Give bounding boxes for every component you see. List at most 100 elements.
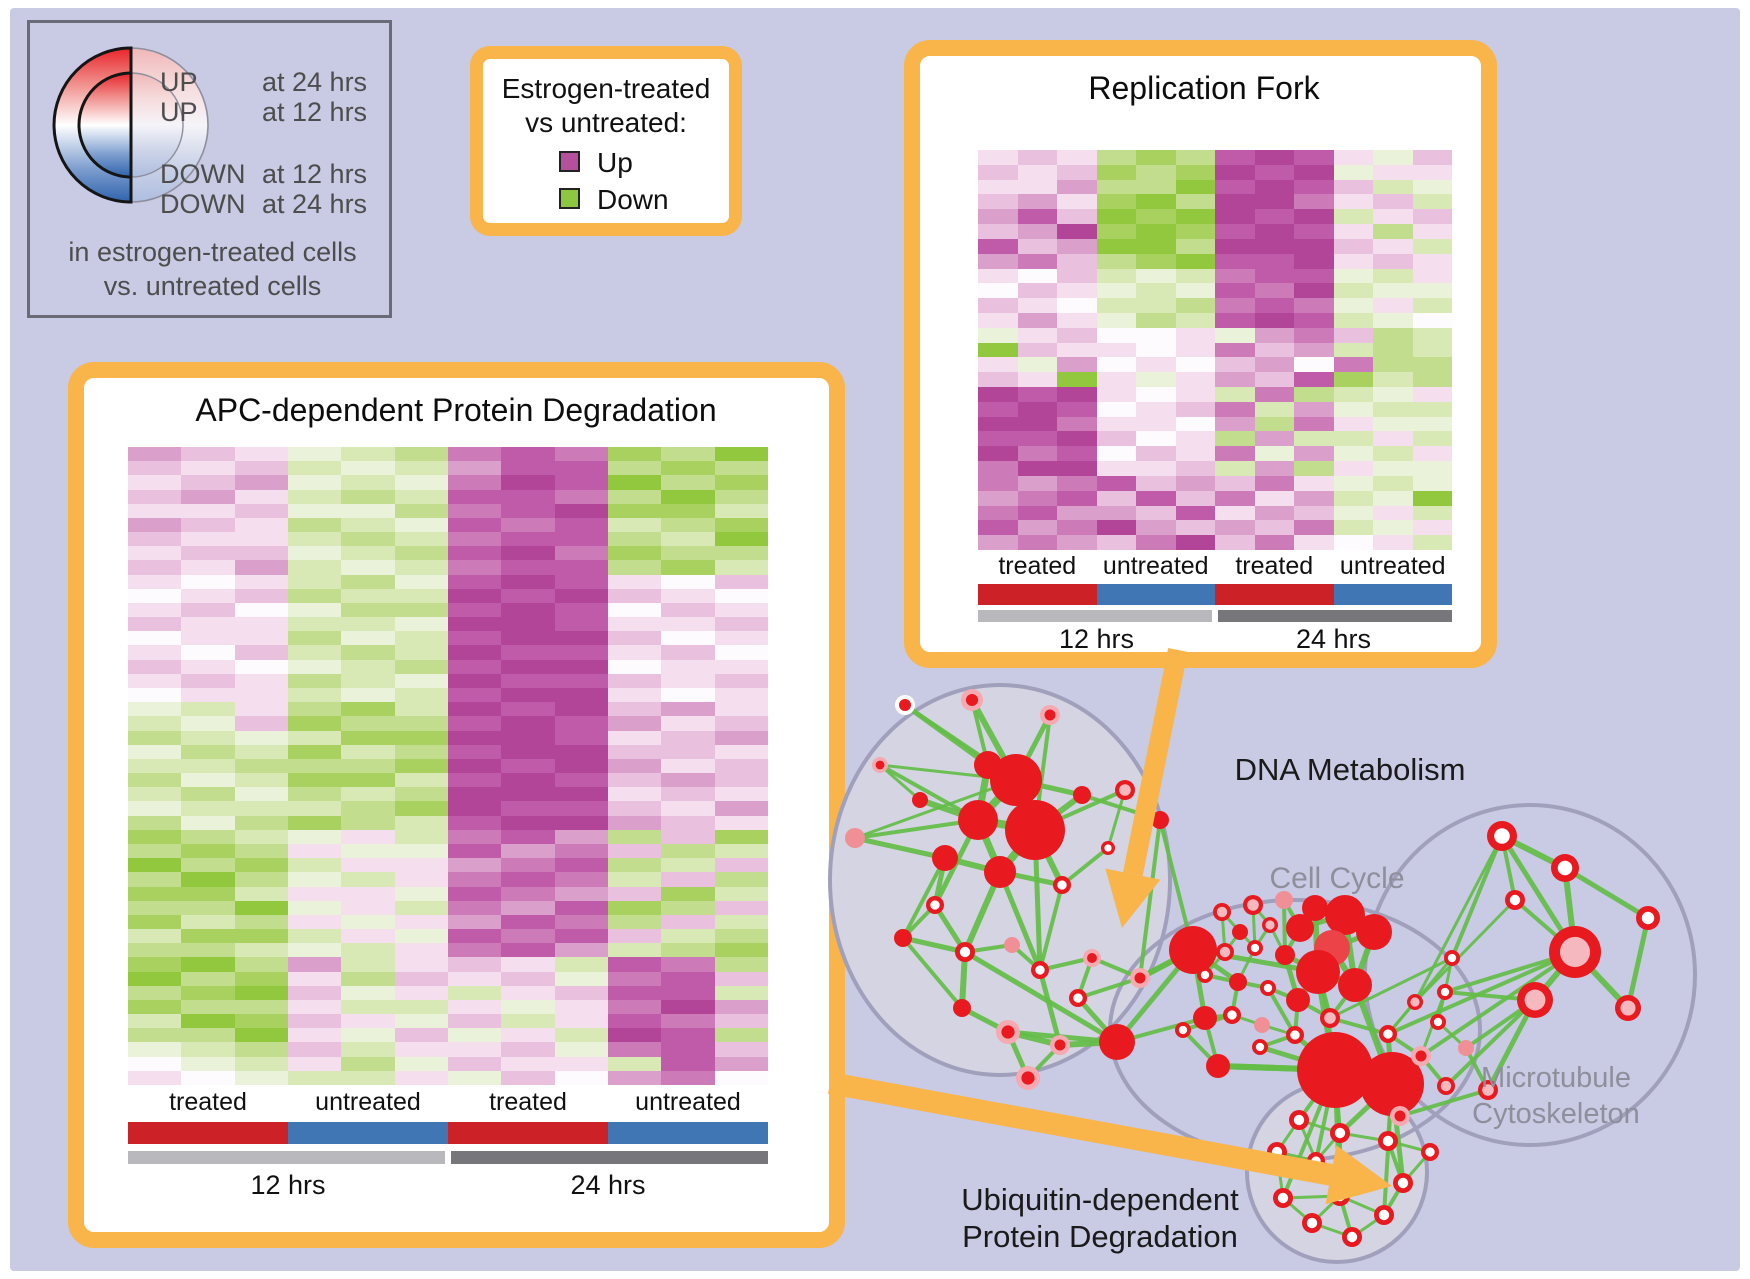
heatmap-cell	[661, 843, 715, 859]
heatmap-cell	[1254, 475, 1294, 491]
heatmap-cell	[714, 957, 768, 972]
heatmap-cell	[661, 787, 715, 802]
heatmap-cell	[341, 858, 395, 873]
heatmap-cell	[1136, 238, 1176, 254]
heatmap-cell	[607, 560, 662, 575]
heatmap-cell	[554, 517, 608, 533]
heatmap-cell	[1096, 416, 1136, 432]
heatmap-cell	[234, 532, 288, 547]
heatmap-cell	[607, 999, 662, 1015]
heatmap-cell	[1175, 416, 1215, 432]
up-color-swatch	[559, 151, 580, 172]
heatmap-cell	[714, 929, 768, 944]
heatmap-cell	[1373, 194, 1413, 210]
heatmap-cell	[234, 546, 288, 561]
heatmap-cell	[978, 164, 1018, 180]
heatmap-cell	[1294, 475, 1334, 491]
heatmap-cell	[447, 1070, 502, 1085]
condition-bar-treated	[978, 584, 1097, 605]
time-label-12hrs: 12 hrs	[1058, 624, 1135, 654]
heatmap-cell	[394, 475, 448, 490]
heatmap-cell	[447, 1042, 502, 1057]
group-label-treated-0: treated	[169, 1088, 247, 1116]
heatmap-cell	[1175, 342, 1215, 358]
heatmap-cell	[394, 985, 448, 1000]
heatmap-cell	[234, 673, 288, 689]
heatmap-cell	[1294, 238, 1334, 254]
heatmap-cell	[128, 957, 182, 972]
ring-row-time-2: at 12 hrs	[262, 159, 368, 189]
heatmap-cell	[1175, 209, 1215, 225]
heatmap-cell	[1057, 224, 1097, 239]
heatmap-cell	[1057, 535, 1097, 550]
heatmap-cell	[1215, 179, 1255, 195]
heatmap-cell	[1175, 535, 1215, 550]
network-node-wc	[926, 896, 944, 914]
heatmap-cell	[978, 401, 1018, 417]
heatmap-cell	[1017, 520, 1057, 536]
heatmap-cell	[447, 787, 502, 802]
heatmap-cell	[1412, 179, 1452, 195]
heatmap-cell	[181, 886, 235, 901]
network-node-s	[1275, 945, 1295, 965]
heatmap-cell	[1096, 357, 1136, 373]
heatmap-cell	[714, 617, 768, 632]
heatmap-cell	[1096, 224, 1136, 239]
heatmap-cell	[554, 971, 608, 986]
heatmap-cell	[1017, 505, 1057, 521]
heatmap-cell	[287, 503, 342, 518]
heatmap-cell	[1136, 372, 1176, 388]
network-node-pr	[961, 689, 983, 711]
heatmap-cell	[341, 730, 395, 745]
time-label-24hrs: 24 hrs	[1295, 624, 1372, 654]
heatmap-cell	[341, 489, 395, 504]
heatmap-cell	[1017, 209, 1057, 225]
time-bar-12hrs	[128, 1151, 445, 1164]
heatmap-cell	[978, 253, 1018, 269]
heatmap-cell	[447, 999, 502, 1015]
heatmap-cell	[1057, 283, 1097, 299]
heatmap-cell	[341, 645, 395, 660]
network-node-s	[1073, 786, 1091, 804]
heatmap-cell	[447, 929, 502, 944]
heatmap-cell	[287, 801, 342, 816]
heatmap-cell	[607, 631, 662, 646]
heatmap-cell	[1215, 475, 1255, 491]
network-node-wc	[1197, 967, 1213, 983]
network-node-wr	[895, 695, 915, 715]
heatmap-cell	[181, 971, 235, 986]
heatmap-cell	[501, 801, 555, 816]
heatmap-cell	[234, 489, 288, 504]
heatmap-cell	[1175, 298, 1215, 313]
heatmap-cell	[234, 560, 288, 575]
panel-arrow-head-0	[1105, 868, 1161, 928]
heatmap-cell	[607, 489, 662, 504]
heatmap-cell	[447, 971, 502, 986]
heatmap-cell	[1175, 505, 1215, 521]
heatmap-cell	[978, 312, 1018, 328]
heatmap-cell	[1254, 446, 1294, 462]
heatmap-cell	[447, 985, 502, 1000]
condition-bar-treated	[1215, 584, 1334, 605]
heatmap-cell	[554, 659, 608, 674]
network-node-pc	[1437, 1077, 1455, 1095]
heatmap-cell	[714, 517, 768, 533]
heatmap-cell	[287, 532, 342, 547]
heatmap-cell	[1333, 505, 1373, 521]
heatmap-cell	[661, 503, 715, 518]
heatmap-cell	[554, 914, 608, 930]
heatmap-cell	[1096, 179, 1136, 195]
heatmap-cell	[1175, 238, 1215, 254]
heatmap-cell	[1333, 446, 1373, 462]
heatmap-cell	[1412, 164, 1452, 180]
heatmap-cell	[554, 1042, 608, 1057]
heatmap-cell	[1017, 253, 1057, 269]
condition-bar-untreated	[288, 1122, 448, 1144]
heatmap-cell	[394, 659, 448, 674]
heatmap-cell	[1333, 401, 1373, 417]
heatmap-cell	[1096, 431, 1136, 447]
heatmap-cell	[1057, 446, 1097, 462]
heatmap-cell	[394, 999, 448, 1015]
heatmap-cell	[554, 773, 608, 788]
heatmap-cell	[287, 560, 342, 575]
